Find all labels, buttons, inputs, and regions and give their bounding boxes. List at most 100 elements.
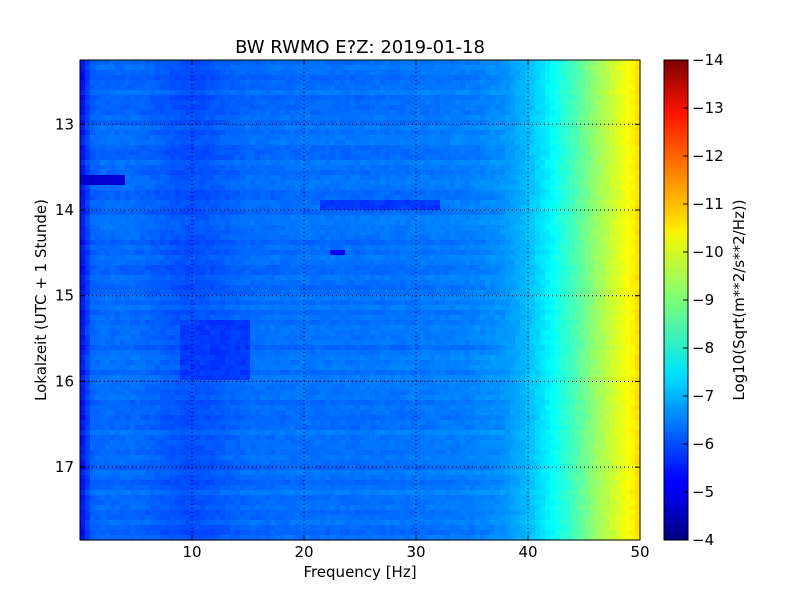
heatmap-cell <box>505 160 511 166</box>
heatmap-cell <box>360 85 366 91</box>
heatmap-cell <box>305 170 311 176</box>
heatmap-cell <box>480 120 486 126</box>
heatmap-cell <box>135 80 141 86</box>
heatmap-cell <box>160 145 166 151</box>
heatmap-cell <box>615 270 621 276</box>
heatmap-cell <box>245 210 251 216</box>
heatmap-cell <box>565 105 571 111</box>
heatmap-cell <box>260 240 266 246</box>
heatmap-cell <box>380 205 386 211</box>
heatmap-cell <box>550 170 556 176</box>
heatmap-cell <box>260 200 266 206</box>
heatmap-cell <box>125 280 131 286</box>
heatmap-cell <box>110 230 116 236</box>
heatmap-cell <box>585 215 591 221</box>
heatmap-cell <box>205 80 211 86</box>
heatmap-cell <box>575 175 581 181</box>
heatmap-cell <box>490 145 496 151</box>
heatmap-cell <box>270 85 276 91</box>
heatmap-cell <box>480 185 486 191</box>
heatmap-cell <box>185 215 191 221</box>
heatmap-cell <box>475 170 481 176</box>
heatmap-cell <box>410 195 416 201</box>
heatmap-cell <box>220 220 226 226</box>
heatmap-cell <box>630 140 636 146</box>
heatmap-cell <box>195 160 201 166</box>
heatmap-cell <box>505 135 511 141</box>
heatmap-cell <box>605 270 611 276</box>
heatmap-cell <box>540 215 546 221</box>
heatmap-cell <box>160 245 166 251</box>
heatmap-cell <box>215 225 221 231</box>
heatmap-cell <box>295 95 301 101</box>
heatmap-cell <box>385 260 391 266</box>
heatmap-cell <box>335 210 341 216</box>
heatmap-cell <box>180 210 186 216</box>
heatmap-cell <box>395 80 401 86</box>
heatmap-cell <box>270 115 276 121</box>
heatmap-cell <box>185 220 191 226</box>
heatmap-cell <box>150 275 156 281</box>
heatmap-cell <box>265 130 271 136</box>
heatmap-cell <box>160 175 166 181</box>
heatmap-cell <box>545 160 551 166</box>
heatmap-cell <box>250 60 256 66</box>
heatmap-cell <box>330 185 336 191</box>
heatmap-cell <box>320 80 326 86</box>
heatmap-cell <box>605 185 611 191</box>
heatmap-cell <box>165 80 171 86</box>
heatmap-cell <box>275 105 281 111</box>
heatmap-cell <box>570 140 576 146</box>
heatmap-cell <box>295 215 301 221</box>
heatmap-cell <box>400 160 406 166</box>
heatmap-cell <box>615 180 621 186</box>
heatmap-cell <box>260 225 266 231</box>
heatmap-cell <box>515 205 521 211</box>
heatmap-cell <box>605 95 611 101</box>
heatmap-cell <box>205 105 211 111</box>
heatmap-cell <box>205 210 211 216</box>
heatmap-cell <box>625 160 631 166</box>
heatmap-cell <box>415 135 421 141</box>
heatmap-cell <box>265 75 271 81</box>
heatmap-cell <box>290 195 296 201</box>
heatmap-cell <box>375 135 381 141</box>
heatmap-cell <box>415 75 421 81</box>
heatmap-cell <box>130 280 136 286</box>
heatmap-cell <box>375 245 381 251</box>
heatmap-cell <box>80 170 86 176</box>
heatmap-cell <box>465 150 471 156</box>
heatmap-cell <box>545 180 551 186</box>
heatmap-cell <box>275 90 281 96</box>
heatmap-cell <box>615 195 621 201</box>
heatmap-cell <box>200 110 206 116</box>
heatmap-cell <box>365 160 371 166</box>
heatmap-cell <box>115 170 121 176</box>
heatmap-cell <box>365 210 371 216</box>
heatmap-cell <box>500 225 506 231</box>
heatmap-cell <box>315 150 321 156</box>
heatmap-cell <box>135 70 141 76</box>
heatmap-cell <box>375 145 381 151</box>
heatmap-cell <box>615 230 621 236</box>
heatmap-cell <box>455 120 461 126</box>
heatmap-cell <box>575 265 581 271</box>
heatmap-cell <box>485 115 491 121</box>
heatmap-cell <box>400 85 406 91</box>
heatmap-cell <box>415 145 421 151</box>
heatmap-cell <box>370 280 376 286</box>
heatmap-cell <box>155 195 161 201</box>
heatmap-cell <box>305 70 311 76</box>
heatmap-cell <box>160 180 166 186</box>
heatmap-cell <box>85 205 91 211</box>
heatmap-cell <box>540 170 546 176</box>
heatmap-cell <box>330 275 336 281</box>
heatmap-cell <box>360 280 366 286</box>
heatmap-cell <box>615 265 621 271</box>
heatmap-cell <box>390 215 396 221</box>
heatmap-cell <box>85 260 91 266</box>
heatmap-cell <box>535 150 541 156</box>
heatmap-cell <box>345 235 351 241</box>
heatmap-cell <box>470 180 476 186</box>
heatmap-cell <box>545 100 551 106</box>
